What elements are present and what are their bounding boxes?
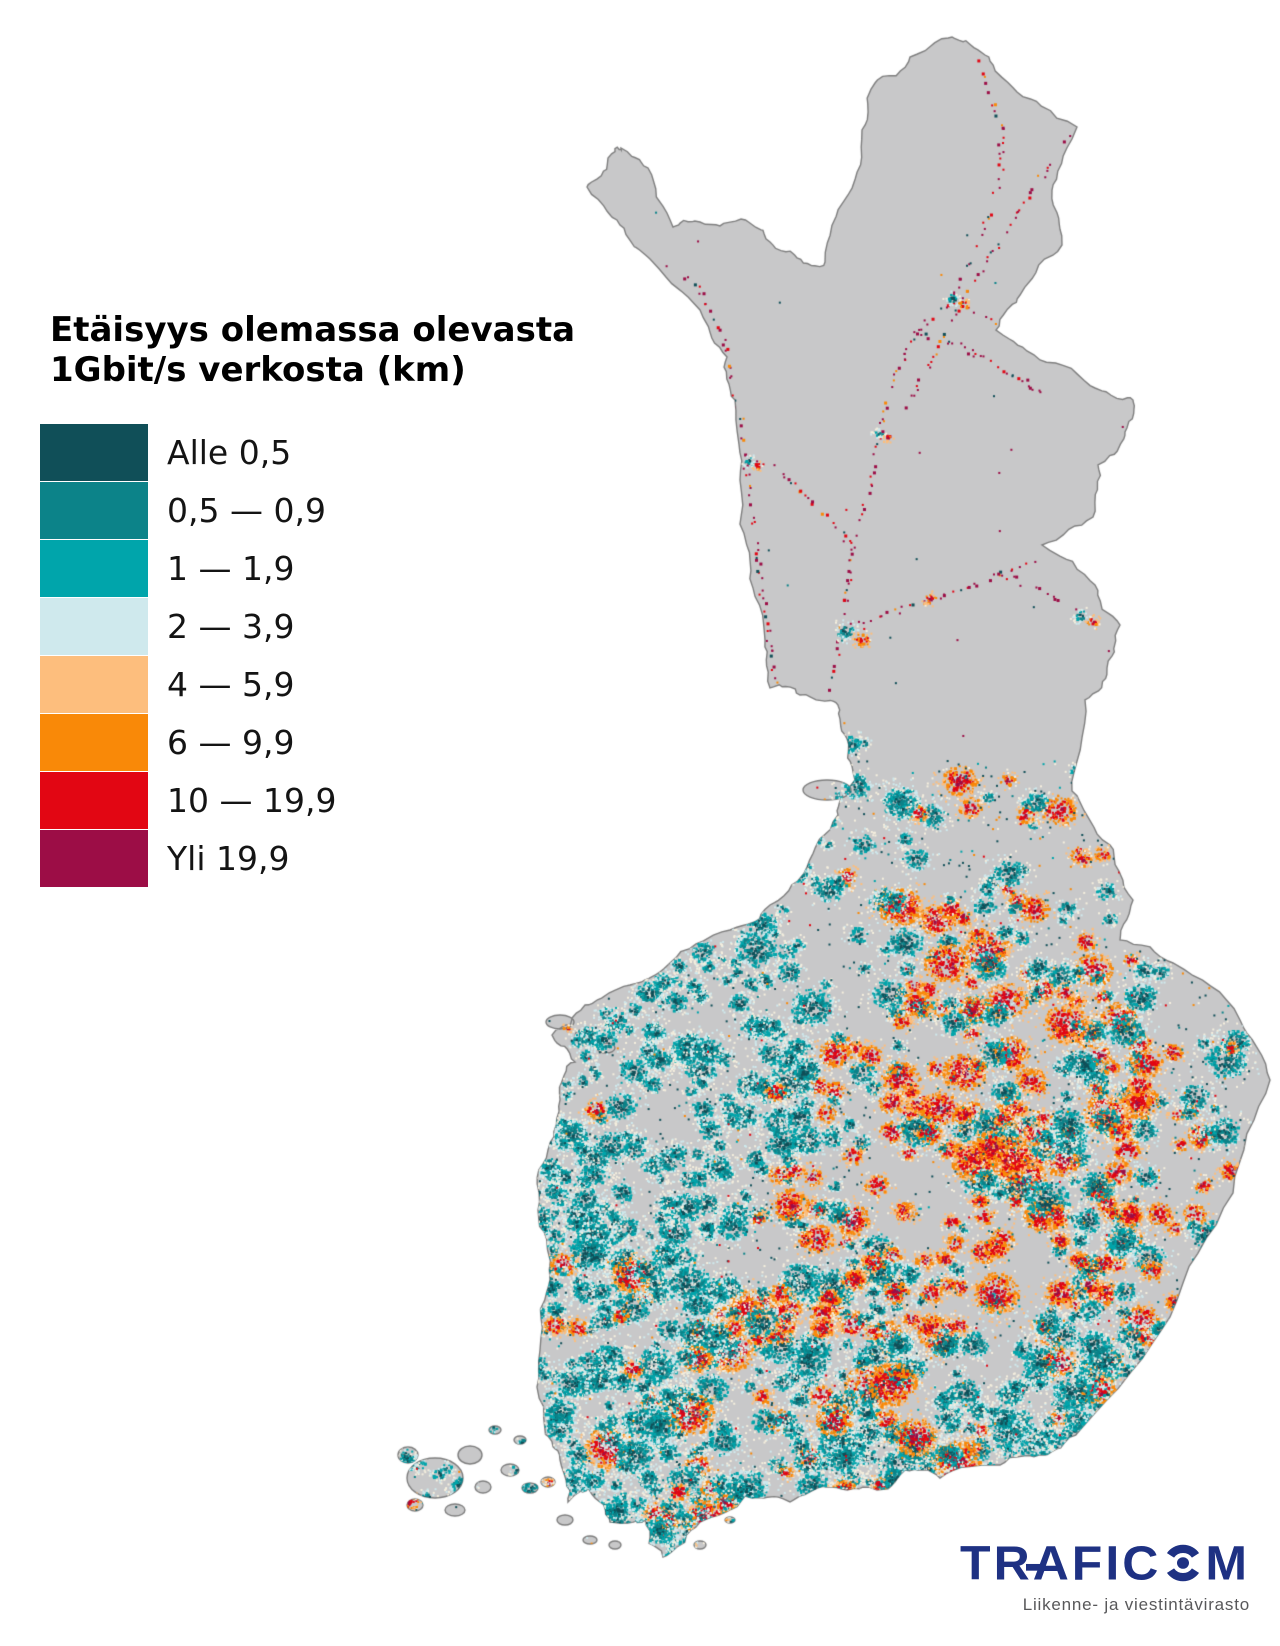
wordmark-text-right: M: [1205, 1536, 1250, 1590]
legend-swatch: [40, 482, 148, 540]
legend-label: 0,5 — 0,9: [167, 491, 326, 531]
legend-swatch: [40, 714, 148, 772]
legend-row: 4 — 5,9: [40, 656, 650, 714]
legend-row: Alle 0,5: [40, 424, 650, 482]
legend-label: 10 — 19,9: [167, 781, 337, 821]
legend-swatch: [40, 424, 148, 482]
legend-row: 10 — 19,9: [40, 772, 650, 830]
legend-swatch: [40, 772, 148, 830]
legend-swatch: [40, 598, 148, 656]
traficom-logo: TR A FIC M Liikenne- ja viestintävirasto: [960, 1538, 1250, 1615]
legend-row: 2 — 3,9: [40, 598, 650, 656]
legend-items: Alle 0,5 0,5 — 0,9 1 — 1,9 2 — 3,9 4 — 5…: [40, 424, 650, 888]
legend-swatch: [40, 540, 148, 598]
legend-row: Yli 19,9: [40, 830, 650, 888]
wordmark-text-left: TR: [960, 1536, 1033, 1590]
legend-label: 4 — 5,9: [167, 665, 295, 705]
wordmark-text-mid: FIC: [1071, 1536, 1162, 1590]
legend-label: Yli 19,9: [167, 839, 290, 879]
legend-title-line1: Etäisyys olemassa olevasta: [50, 310, 576, 350]
legend-swatch: [40, 830, 148, 888]
logo-o-icon: [1167, 1544, 1200, 1582]
legend-label: 2 — 3,9: [167, 607, 295, 647]
logo-subtitle: Liikenne- ja viestintävirasto: [1022, 1595, 1250, 1614]
legend-title-line2: 1Gbit/s verkosta (km): [50, 350, 466, 391]
legend-row: 1 — 1,9: [40, 540, 650, 598]
legend-label: 6 — 9,9: [167, 723, 295, 763]
wordmark-letter-a: A: [1025, 1536, 1072, 1590]
legend-row: 6 — 9,9: [40, 714, 650, 772]
map-legend: Etäisyys olemassa olevasta 1Gbit/s verko…: [40, 310, 650, 888]
legend-swatch: [40, 656, 148, 714]
legend-label: 1 — 1,9: [167, 549, 295, 589]
legend-label: Alle 0,5: [167, 433, 292, 473]
traficom-wordmark: TR A FIC M: [960, 1539, 1250, 1587]
legend-row: 0,5 — 0,9: [40, 482, 650, 540]
legend-title: Etäisyys olemassa olevasta 1Gbit/s verko…: [50, 310, 650, 390]
